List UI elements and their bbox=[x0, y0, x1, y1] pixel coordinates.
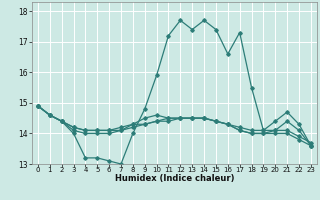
X-axis label: Humidex (Indice chaleur): Humidex (Indice chaleur) bbox=[115, 174, 234, 183]
